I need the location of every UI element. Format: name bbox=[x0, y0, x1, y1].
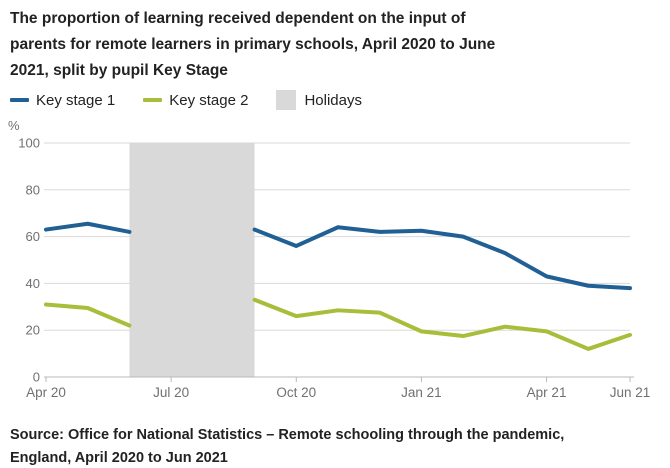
source-note-line: England, April 2020 to Jun 2021 bbox=[10, 450, 228, 466]
series-key-stage-2-line bbox=[44, 302, 132, 328]
chart-title-line: parents for remote learners in primary s… bbox=[10, 36, 496, 53]
chart-legend: Key stage 1 Key stage 2 Holidays bbox=[10, 89, 362, 111]
legend-item-key-stage-2: Key stage 2 bbox=[143, 92, 248, 109]
key-stage-1-line-swatch-icon bbox=[10, 98, 29, 102]
legend-item-key-stage-1: Key stage 1 bbox=[10, 92, 115, 109]
x-tick-label: Jan 21 bbox=[401, 385, 442, 400]
y-tick-label: 20 bbox=[26, 323, 40, 338]
holiday-band bbox=[129, 143, 255, 377]
series-key-stage-1-line bbox=[252, 225, 632, 291]
x-tick-label: Oct 20 bbox=[276, 385, 316, 400]
chart-title-line: 2021, split by pupil Key Stage bbox=[10, 62, 228, 79]
y-tick-label: 60 bbox=[26, 229, 40, 244]
series-key-stage-2-line bbox=[252, 297, 632, 351]
holidays-band-swatch-icon bbox=[276, 90, 297, 110]
x-tick-label: Apr 20 bbox=[26, 385, 66, 400]
y-axis-unit-label: % bbox=[8, 118, 20, 133]
legend-item-holidays: Holidays bbox=[276, 90, 362, 110]
chart-title: The proportion of learning received depe… bbox=[10, 6, 650, 84]
key-stage-2-line-swatch-icon bbox=[143, 98, 163, 102]
y-tick-label: 80 bbox=[26, 182, 40, 197]
x-tick-label: Jun 21 bbox=[610, 385, 651, 400]
y-tick-label: 100 bbox=[18, 136, 40, 151]
legend-label-key-stage-2: Key stage 2 bbox=[169, 91, 249, 109]
legend-label-holidays: Holidays bbox=[304, 91, 362, 109]
y-tick-label: 0 bbox=[33, 370, 40, 385]
chart-title-line: The proportion of learning received depe… bbox=[10, 10, 466, 27]
x-tick-label: Jul 20 bbox=[153, 385, 189, 400]
series-key-stage-1-line bbox=[44, 221, 132, 234]
chart-svg: 0 20 40 60 80 100 Apr 20 Jul 20 Oct 20 Jan 21 Apr … bbox=[18, 136, 651, 401]
x-tick-label: Apr 21 bbox=[527, 385, 567, 400]
source-note-line: Source: Office for National Statistics –… bbox=[10, 427, 565, 443]
y-tick-label: 40 bbox=[26, 276, 40, 291]
legend-label-key-stage-1: Key stage 1 bbox=[36, 91, 116, 109]
source-note: Source: Office for National Statistics –… bbox=[10, 424, 666, 468]
